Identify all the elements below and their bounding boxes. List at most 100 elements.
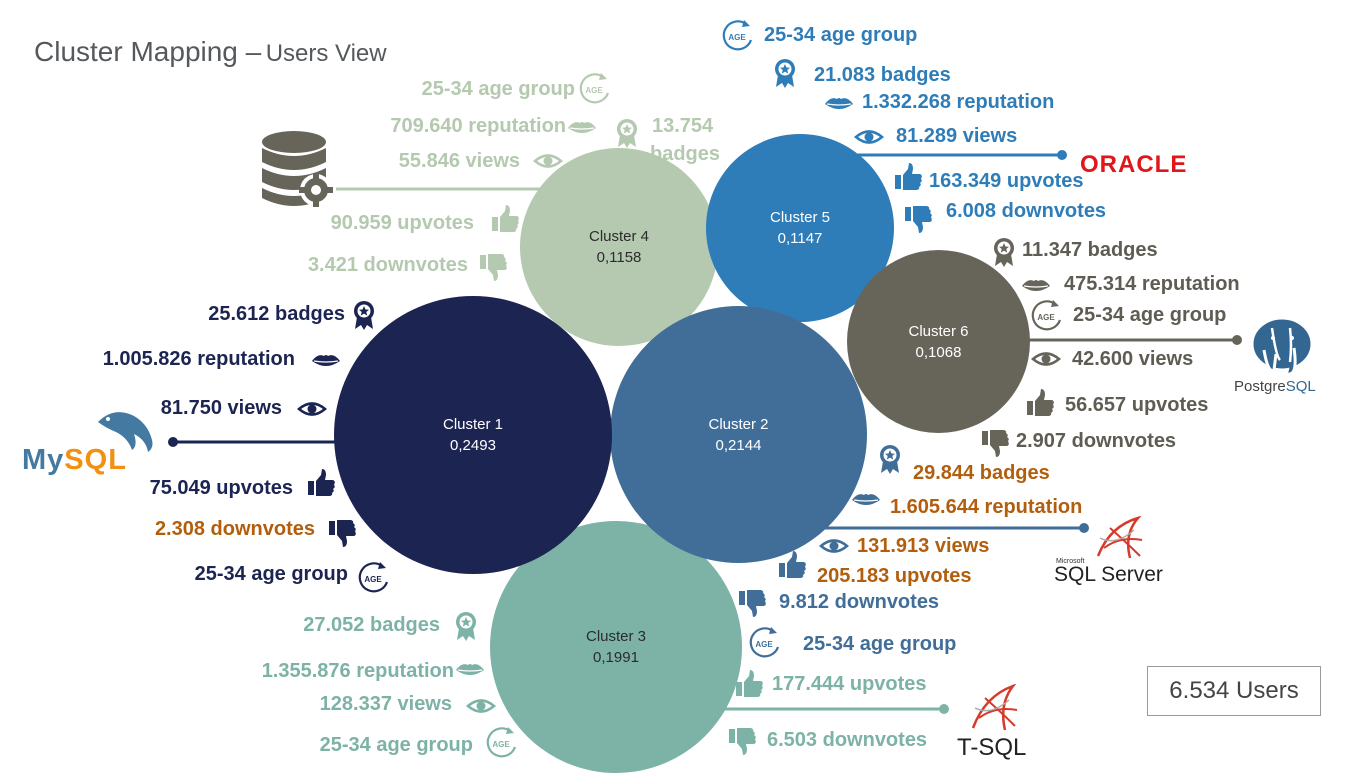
cluster5-badges: 21.083 badges [814, 64, 951, 86]
cluster-name: Cluster 1 [442, 416, 504, 433]
age-icon [579, 71, 610, 104]
database-gear-icon [262, 131, 333, 207]
mysql-logo-text: MySQL [22, 444, 127, 477]
cluster4-badges-count: 13.754 [652, 115, 714, 137]
users-total-text: 6.534 Users [1169, 677, 1299, 704]
title-sub: Users View [265, 40, 387, 67]
thumbs-up-icon [895, 163, 922, 190]
cluster-name: Cluster 3 [585, 628, 647, 645]
cluster1-downvotes: 2.308 downvotes [154, 518, 315, 540]
cluster1-views: 81.750 views [160, 397, 282, 419]
cluster3-upvotes: 177.444 upvotes [772, 673, 927, 695]
thumbs-down-icon [729, 728, 756, 755]
thumbs-up-icon [492, 205, 519, 232]
cluster-name: Cluster 2 [708, 415, 769, 433]
connector-cluster6 [1025, 335, 1242, 345]
badge-icon [354, 301, 374, 330]
cluster6-reputation: 475.314 reputation [1064, 273, 1240, 295]
lips-icon [1021, 279, 1051, 292]
lips-icon [567, 121, 597, 134]
thumbs-down-icon [480, 254, 507, 281]
thumbs-up-icon [779, 551, 806, 578]
cluster-value: 0,2493 [450, 437, 496, 454]
thumbs-down-icon [905, 206, 932, 233]
lips-icon [851, 493, 881, 506]
eye-icon [466, 699, 496, 713]
age-icon [358, 560, 389, 593]
cluster1-badges: 25.612 badges [208, 303, 345, 325]
cluster1-upvotes: 75.049 upvotes [149, 477, 293, 499]
mysql-text-a: My [22, 444, 65, 476]
cluster1-reputation: 1.005.826 reputation [102, 348, 295, 370]
cluster5-age-group: 25-34 age group [764, 24, 918, 46]
cluster-name: Cluster 4 [588, 228, 650, 245]
oracle-logo-text: ORACLE [1080, 151, 1188, 178]
lips-icon [455, 663, 485, 676]
eye-icon [819, 539, 849, 553]
sql-server-text: SQL Server [1054, 563, 1163, 586]
cluster-name: Cluster 5 [769, 209, 831, 226]
cluster6-age-group: 25-34 age group [1073, 304, 1227, 326]
lips-icon [824, 97, 854, 110]
eye-icon [297, 402, 327, 416]
badge-icon [775, 59, 795, 88]
cluster5-upvotes: 163.349 upvotes [929, 170, 1084, 192]
cluster4-age-group: 25-34 age group [421, 78, 575, 100]
cluster4-upvotes: 90.959 upvotes [330, 212, 474, 234]
cluster-bubble-4[interactable]: Cluster 4 0,1158 [520, 148, 718, 346]
cluster-bubble-2[interactable]: Cluster 2 0,2144 [610, 306, 867, 563]
thumbs-up-icon [1027, 389, 1054, 416]
sql-server-small-text: Microsoft [1056, 558, 1085, 565]
users-total-box: 6.534 Users [1147, 666, 1321, 716]
eye-icon [1031, 352, 1061, 366]
page-title: Cluster Mapping – Users View [34, 36, 387, 68]
cluster5-reputation: 1.332.268 reputation [862, 91, 1055, 113]
cluster-value: 0,1147 [777, 230, 823, 247]
mysql-logo: MySQL [22, 408, 162, 477]
connector-cluster2 [820, 523, 1089, 533]
eye-icon [854, 130, 884, 144]
cluster-name: Cluster 6 [908, 322, 969, 340]
cluster2-reputation: 1.605.644 reputation [890, 496, 1083, 518]
badge-icon [617, 119, 637, 148]
thumbs-down-icon [329, 520, 356, 547]
cluster1-age-group: 25-34 age group [194, 563, 348, 585]
thumbs-down-icon [982, 430, 1009, 457]
eye-icon [533, 154, 563, 168]
cluster2-downvotes: 9.812 downvotes [779, 591, 940, 613]
cluster4-badges-label: badges [650, 143, 721, 165]
cluster-value: 0,1158 [596, 249, 642, 266]
cluster2-badges: 29.844 badges [913, 462, 1050, 484]
cluster2-age-group: 25-34 age group [803, 633, 957, 655]
badge-icon [456, 612, 476, 641]
age-icon [722, 18, 753, 51]
connector-cluster1 [168, 437, 335, 447]
cluster3-downvotes: 6.503 downvotes [767, 729, 928, 751]
postgresql-logo: PostgreSQL [1234, 316, 1334, 402]
cluster3-reputation: 1.355.876 reputation [261, 660, 454, 682]
cluster6-views: 42.600 views [1072, 348, 1194, 370]
cluster-value: 0,1068 [915, 343, 962, 361]
badge-icon [880, 445, 900, 474]
tsql-logo: T-SQL [955, 684, 1045, 764]
mysql-text-b: SQL [64, 444, 127, 476]
cluster-bubble-1[interactable]: Cluster 1 0,2493 [334, 296, 612, 574]
cluster-bubble-3[interactable]: Cluster 3 0,1991 [490, 521, 742, 773]
title-main: Cluster Mapping – [34, 36, 262, 67]
cluster4-reputation: 709.640 reputation [390, 115, 566, 137]
postgresql-logo-text: PostgreSQL [1234, 378, 1316, 395]
thumbs-up-icon [736, 670, 763, 697]
thumbs-up-icon [308, 469, 335, 496]
postgresql-text-a: Postgre [1234, 378, 1286, 395]
cluster-value: 0,2144 [715, 436, 762, 454]
cluster6-upvotes: 56.657 upvotes [1065, 394, 1209, 416]
cluster-bubble-6[interactable]: Cluster 6 0,1068 [847, 250, 1030, 433]
cluster5-views: 81.289 views [896, 125, 1018, 147]
cluster-value: 0,1991 [593, 649, 639, 666]
connector-cluster3 [720, 704, 949, 714]
thumbs-down-icon [739, 590, 766, 617]
cluster5-downvotes: 6.008 downvotes [946, 200, 1107, 222]
tsql-text: T-SQL [957, 734, 1027, 761]
